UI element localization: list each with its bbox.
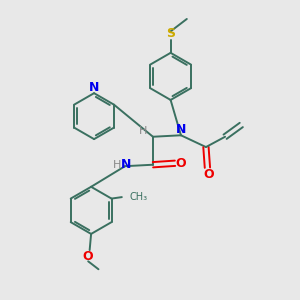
Text: N: N <box>89 81 99 94</box>
Text: O: O <box>176 157 186 170</box>
Text: H: H <box>112 160 121 170</box>
Text: S: S <box>166 27 175 40</box>
Text: O: O <box>83 250 94 263</box>
Text: O: O <box>204 168 214 181</box>
Text: CH₃: CH₃ <box>129 192 147 202</box>
Text: N: N <box>121 158 132 171</box>
Text: N: N <box>176 123 187 136</box>
Text: H: H <box>139 126 148 136</box>
